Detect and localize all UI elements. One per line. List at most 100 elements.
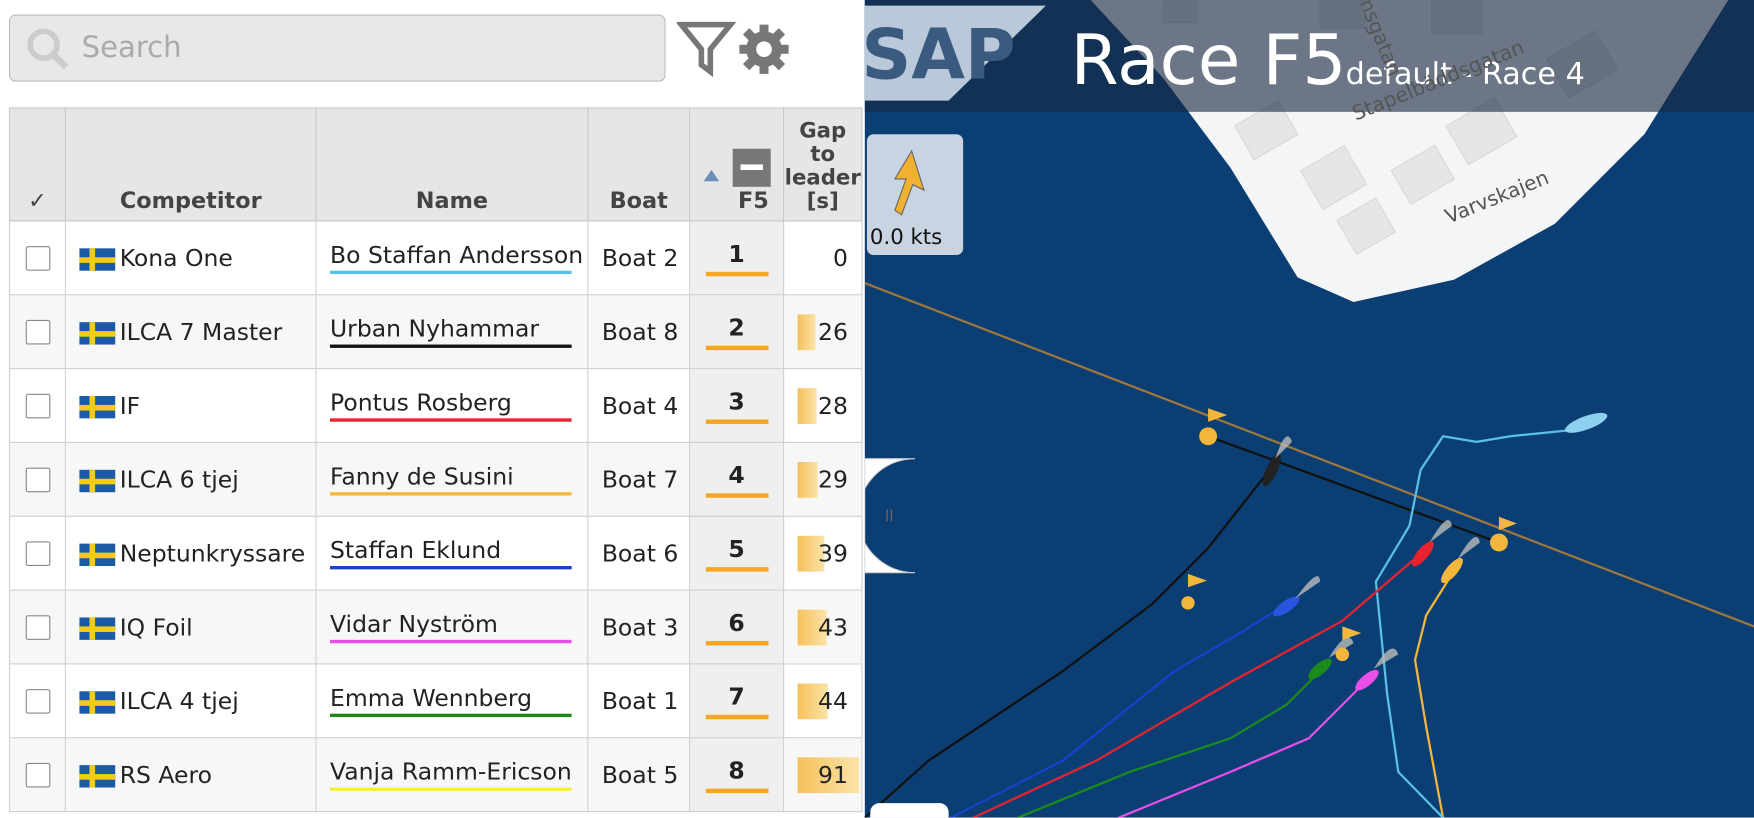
rank: 3 — [705, 388, 768, 424]
svg-text:ll: ll — [885, 506, 894, 525]
checkbox[interactable] — [25, 762, 50, 787]
boat-cell: Boat 6 — [587, 515, 691, 591]
header-text: Competitor — [119, 186, 262, 214]
competitor: ILCA 4 tjej — [119, 687, 239, 715]
competitor: Neptunkryssare — [119, 539, 306, 567]
flag — [79, 395, 116, 418]
rank: 8 — [705, 757, 768, 793]
gap-value: 39 — [818, 539, 848, 567]
gap-cell: 0 — [783, 220, 863, 296]
name-cell: Vidar Nyström — [315, 589, 589, 665]
gap-bar — [797, 314, 816, 351]
competitor: Kona One — [119, 244, 233, 272]
wind-speed: 0.0 kts — [870, 225, 942, 250]
search-box[interactable]: Search — [8, 14, 666, 82]
name-cell: Emma Wennberg — [315, 663, 589, 739]
select-cell — [8, 220, 66, 296]
rank: 4 — [705, 461, 768, 498]
checkbox[interactable] — [25, 614, 50, 640]
rank-cell: 2 — [689, 294, 785, 370]
header-text: ✓ — [28, 186, 47, 214]
checkbox[interactable] — [25, 393, 50, 418]
table-row: RS Aero Vanja Ramm-Ericson Boat 5 8 91 — [8, 737, 863, 813]
gap-value: 91 — [818, 761, 848, 789]
rank: 6 — [705, 609, 768, 645]
gap-value: 44 — [818, 687, 848, 715]
boat-cell: Boat 7 — [587, 441, 691, 517]
table-row: ILCA 7 Master Urban Nyhammar Boat 8 2 26 — [8, 294, 863, 370]
gap-bar — [797, 757, 860, 794]
select-cell — [8, 589, 66, 665]
sailor-name: Vanja Ramm-Ericson — [329, 758, 572, 791]
gap-cell: 28 — [783, 368, 863, 443]
boat: Boat 4 — [601, 392, 679, 419]
boat: Boat 8 — [601, 318, 679, 346]
gap-cell: 39 — [783, 515, 863, 591]
checkbox[interactable] — [25, 688, 50, 714]
race-subtitle: default - Race 4 — [1346, 57, 1585, 92]
search-icon — [27, 28, 69, 70]
competitor-cell: RS Aero — [64, 737, 317, 813]
flag — [79, 321, 116, 344]
sailor-name: Staffan Eklund — [329, 537, 572, 570]
boats — [1262, 412, 1608, 691]
gap-cell: 91 — [783, 737, 863, 813]
boat: Boat 7 — [601, 465, 679, 493]
rank: 1 — [705, 240, 768, 276]
rank: 2 — [705, 314, 768, 350]
toolbar-icons — [676, 21, 789, 78]
boat-cell: Boat 3 — [587, 589, 691, 665]
select-cell — [8, 737, 66, 813]
name-cell: Bo Staffan Andersson — [315, 220, 589, 296]
boat: Boat 6 — [601, 539, 679, 567]
leaderboard-panel: Search ✓ Competitor Name Boat F5 Gap to leade… — [0, 0, 865, 818]
panel-toggle[interactable] — [864, 458, 916, 574]
header-text: Name — [415, 186, 489, 214]
boat-cell: Boat 2 — [587, 220, 691, 296]
gap-value: 0 — [832, 244, 848, 272]
table-row: ILCA 4 tjej Emma Wennberg Boat 1 7 44 — [8, 663, 863, 739]
checkbox[interactable] — [25, 540, 50, 566]
checkbox[interactable] — [25, 467, 50, 492]
course-marks — [1181, 408, 1517, 662]
gap-bar — [797, 609, 827, 646]
filter-icon[interactable] — [676, 21, 737, 78]
gap-value: 28 — [818, 392, 848, 419]
competitor-cell: IF — [64, 368, 317, 443]
gap-bar — [797, 535, 824, 572]
gap-bar — [797, 388, 817, 424]
select-cell — [8, 663, 66, 739]
flag — [79, 543, 116, 566]
wind-indicator: 0.0 kts — [866, 134, 964, 256]
race-title: Race F5 — [1071, 21, 1347, 101]
flag — [79, 247, 116, 271]
table-row: Neptunkryssare Staffan Eklund Boat 6 5 39 — [8, 515, 863, 591]
flag — [79, 469, 116, 492]
gap-cell: 44 — [783, 663, 863, 739]
competitor-cell: Kona One — [64, 220, 317, 296]
competitor-cell: ILCA 4 tjej — [64, 663, 317, 739]
settings-icon[interactable] — [739, 24, 789, 74]
column-header: Gap to leader [s] — [783, 107, 863, 222]
gap-value: 43 — [818, 613, 848, 641]
rank-cell: 3 — [689, 368, 785, 443]
competitor: RS Aero — [119, 761, 213, 789]
rank-cell: 7 — [689, 663, 785, 739]
select-cell — [8, 294, 66, 370]
table-row: IF Pontus Rosberg Boat 4 3 28 — [8, 368, 863, 443]
name-cell: Vanja Ramm-Ericson — [315, 737, 589, 813]
rank: 5 — [705, 535, 768, 572]
competitor: IQ Foil — [119, 613, 193, 641]
search-placeholder: Search — [81, 31, 182, 65]
gap-value: 29 — [818, 465, 848, 493]
column-header: Boat — [587, 107, 691, 222]
checkbox[interactable] — [25, 245, 50, 271]
sort-controls[interactable] — [690, 148, 783, 187]
gap-cell: 29 — [783, 441, 863, 517]
sailor-name: Emma Wennberg — [329, 685, 572, 718]
competitor-cell: IQ Foil — [64, 589, 317, 665]
rank-cell: 6 — [689, 589, 785, 665]
rank-cell: 5 — [689, 515, 785, 591]
checkbox[interactable] — [25, 319, 50, 344]
